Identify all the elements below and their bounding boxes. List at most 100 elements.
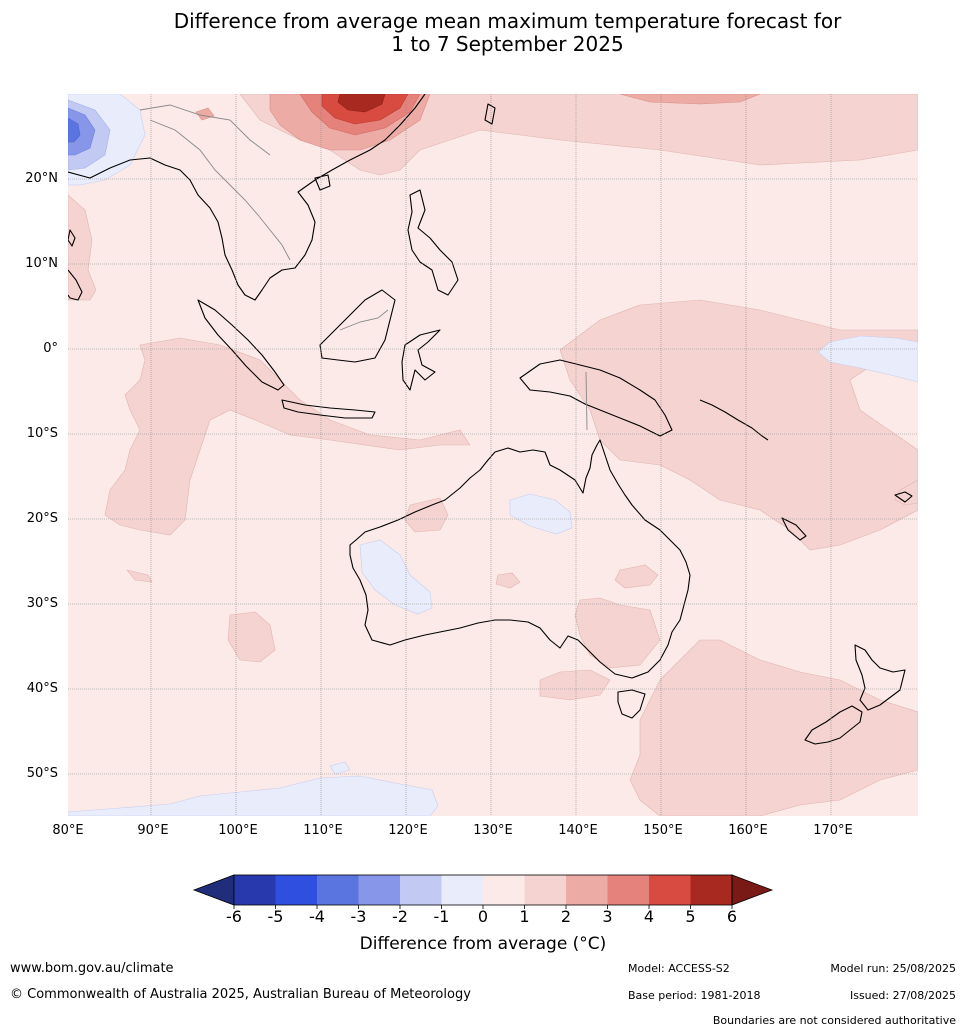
lon-label-100e: 100°E [218,823,258,838]
coast-tasmania [617,689,646,719]
warm-zone-northwest-australia [404,497,449,533]
coast-sulawesi [401,329,441,391]
colorbar-tick-label: -6 [226,907,242,926]
coast-sri-lanka [68,229,76,247]
coast-borneo [319,289,396,363]
coast-new-caledonia [781,517,807,541]
colorbar-segments [192,874,774,909]
colorbar-tick-label: -3 [350,907,367,926]
coast-taiwan [484,103,496,125]
footer-issued: Issued: 27/08/2025 [849,989,956,1002]
title-line-1: Difference from average mean maximum tem… [173,9,842,33]
footer-model-run: Model run: 25/08/2025 [830,962,956,975]
lat-label-equator: 0° [43,341,58,356]
border-papua [585,371,588,431]
footer-base-period: Base period: 1981-2018 [628,989,761,1002]
warm-zone-north-pacific-2-to-3 [619,94,761,105]
lat-label-40s: 40°S [26,681,58,696]
lon-label-160e: 160°E [728,823,768,838]
coast-sumatra [197,299,285,391]
colorbar-tick-label: 1 [519,907,530,926]
warm-zone-small-indian-patch [126,569,153,583]
lon-label-170e: 170°E [813,823,853,838]
country-borders [139,104,588,431]
colorbar-extend-high [731,874,774,906]
warm-zone-southeast-australia [574,597,661,669]
anomaly-1-to-2-zones [68,94,918,816]
colorbar-segment [483,875,525,905]
footer-model: Model: ACCESS-S2 [628,962,730,975]
coast-new-zealand-north [854,644,906,711]
coast-mainland-asia [68,94,426,301]
cool-zone-southern-ocean [68,775,439,816]
cool-zone-central-australia [509,493,573,535]
colorbar-tick-label: -4 [309,907,325,926]
lon-label-150e: 150°E [643,823,683,838]
colorbar-extend-low [192,874,235,906]
colorbar-tick-label: 5 [685,907,696,926]
footer-disclaimer: Boundaries are not considered authoritat… [712,1014,956,1027]
cool-zone-minus-3 [68,107,96,156]
footer-url[interactable]: www.bom.gov.au/climate [10,961,174,976]
cool-zone-western-australia [359,539,433,615]
cool-zone-southern-ocean-small [329,761,351,775]
warm-zone-indian-ocean [104,337,471,536]
colorbar-segment [690,875,732,905]
cool-zone-minus-4 [68,117,81,143]
lat-label-10s: 10°S [26,426,58,441]
title-line-2: 1 to 7 September 2025 [391,32,624,56]
colorbar-segment [400,875,442,905]
colorbar-tick-label: -1 [433,907,450,926]
coast-java [281,399,376,419]
colorbar-tick-label: -2 [392,907,408,926]
colorbar-title: Difference from average (°C) [359,934,607,954]
map-title: Difference from average mean maximum tem… [0,10,965,56]
coast-india-west [68,269,83,301]
colorbar-segment [441,875,483,905]
warm-zone-central-australia [495,572,521,589]
lat-label-30s: 30°S [26,596,58,611]
lon-label-110e: 110°E [303,823,343,838]
coast-new-guinea [519,359,673,437]
warm-zone-south-indian-ocean [227,611,276,663]
colorbar-segment [234,875,276,905]
colorbar-segment [566,875,608,905]
warm-zone-queensland-inland [614,564,659,589]
coast-hainan [314,174,331,191]
cool-zone-equatorial-pacific [817,335,918,383]
lon-label-120e: 120°E [388,823,428,838]
lat-label-10n: 10°N [25,256,58,271]
lat-label-20s: 20°S [26,511,58,526]
border-china [139,104,271,156]
colorbar-tick-label: 4 [643,907,655,926]
colorbar-tick-label: -5 [267,907,284,926]
colorbar-segment [317,875,359,905]
coast-philippines [407,189,459,296]
warm-zone-west-arabian-sea [68,194,97,301]
colorbar-tick-label: 2 [560,907,572,926]
colorbar-segment [524,875,566,905]
coast-fiji [894,491,913,503]
lon-label-140e: 140°E [558,823,598,838]
colorbar-segment [275,875,317,905]
lat-label-50s: 50°S [26,766,58,781]
warm-zone-tasman-sea [629,639,918,816]
colorbar-segment [649,875,691,905]
colorbar-tick-label: 3 [602,907,613,926]
coastlines [68,94,913,745]
coast-solomon-islands [699,399,769,441]
warm-zone-tropical-pacific [559,299,918,551]
lon-label-80e: 80°E [52,823,84,838]
warm-zone-great-australian-bight [539,669,611,701]
coast-australia [349,439,691,679]
colorbar-tick-label: 0 [477,907,489,926]
lon-label-130e: 130°E [473,823,513,838]
footer-copyright: © Commonwealth of Australia 2025, Austra… [10,987,471,1002]
lon-label-90e: 90°E [137,823,169,838]
colorbar-segment [358,875,400,905]
colorbar-segment [607,875,649,905]
warm-zone-china-5-to-6 [337,94,386,113]
lat-label-20n: 20°N [25,171,58,186]
